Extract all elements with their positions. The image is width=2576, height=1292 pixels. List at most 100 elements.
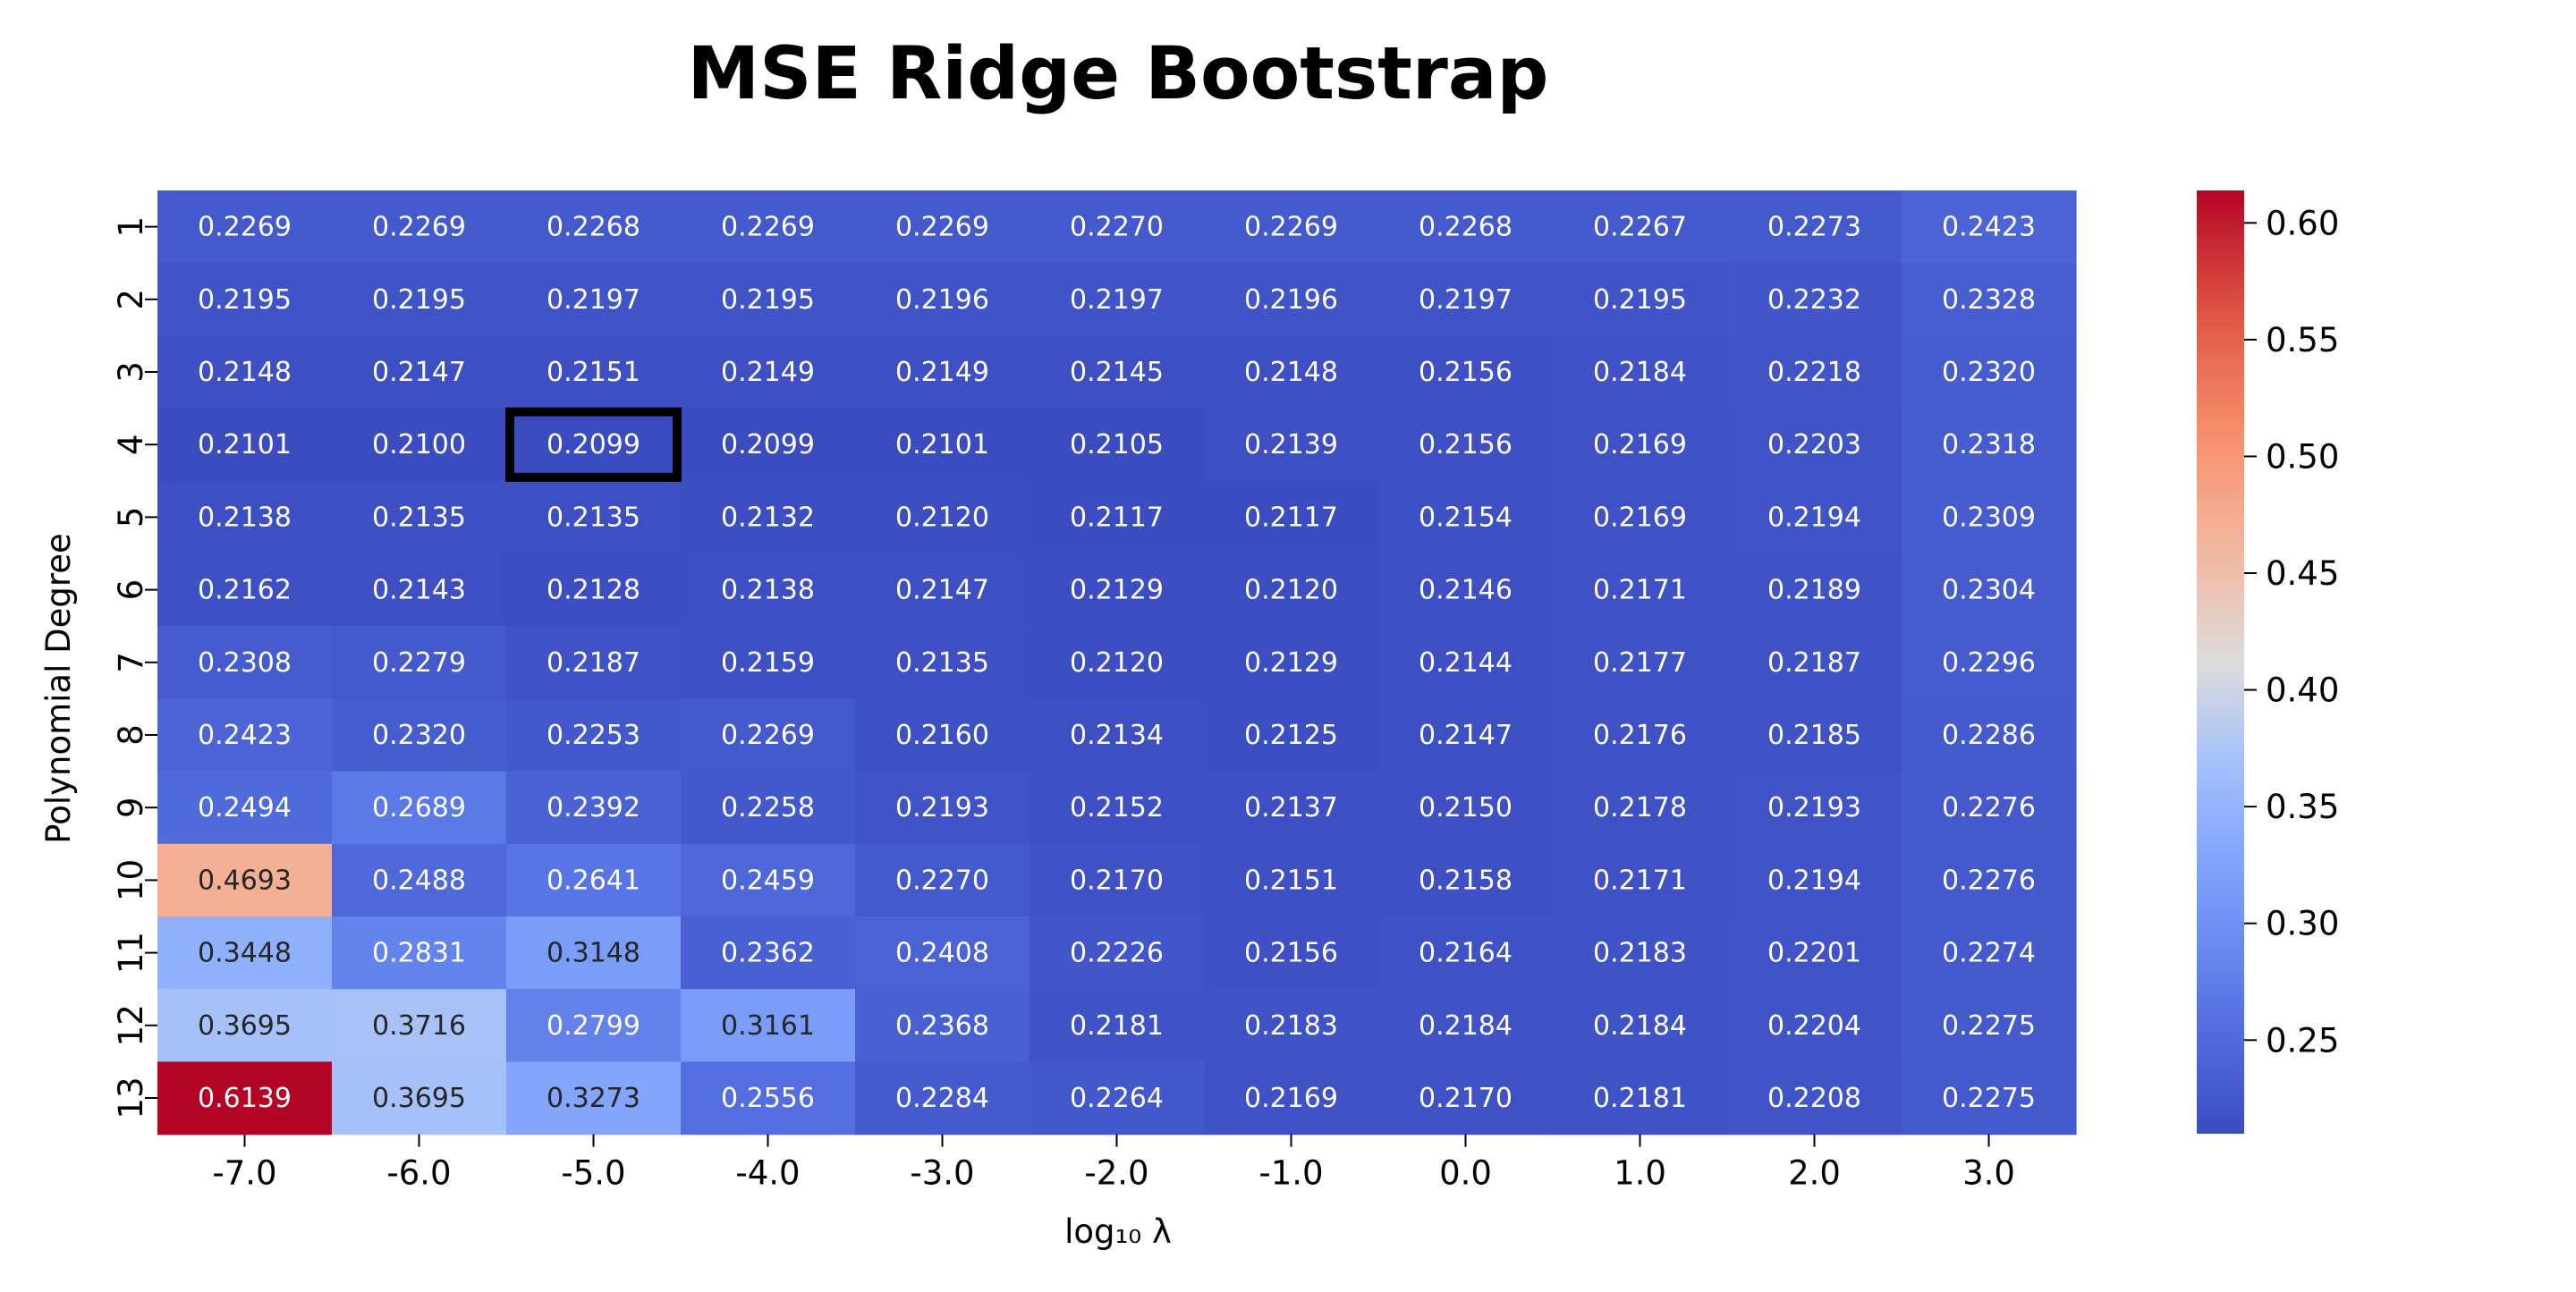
cell-value-label: 0.2183 — [1593, 938, 1687, 969]
heatmap-cell — [1378, 553, 1554, 627]
heatmap-cell — [157, 263, 333, 336]
heatmap-cell — [1902, 335, 2077, 410]
heatmap-cell — [1902, 698, 2077, 773]
heatmap-cell — [1553, 408, 1728, 482]
cell-value-label: 0.2158 — [1419, 865, 1513, 896]
heatmap-cell — [332, 989, 507, 1062]
cell-value-label: 0.2129 — [1244, 647, 1338, 679]
heatmap-cell — [157, 989, 333, 1062]
heatmap-cell — [1902, 916, 2077, 990]
cell-value-label: 0.2184 — [1593, 357, 1687, 388]
cell-value-label: 0.2275 — [1942, 1010, 2036, 1042]
heatmap-cell — [681, 263, 856, 336]
colorbar-tick-label: 0.55 — [2266, 321, 2339, 359]
cell-value-label: 0.2156 — [1244, 938, 1338, 969]
cell-value-label: 0.2184 — [1419, 1010, 1513, 1042]
heatmap-cell — [1030, 553, 1205, 627]
cell-value-label: 0.2276 — [1942, 792, 2036, 823]
heatmap-cell — [332, 771, 507, 845]
x-tick-label: -7.0 — [212, 1154, 276, 1193]
heatmap-cell — [506, 335, 682, 410]
heatmap-cell — [1727, 408, 1902, 482]
heatmap-cell — [855, 263, 1030, 336]
colorbar — [2197, 190, 2244, 1134]
heatmap-cell — [1727, 480, 1902, 554]
cell-value-label: 0.2148 — [1244, 357, 1338, 388]
cell-value-label: 0.2150 — [1419, 792, 1513, 823]
heatmap-cell — [332, 553, 507, 627]
heatmap-cell — [332, 626, 507, 699]
heatmap-cell — [157, 335, 333, 410]
heatmap-cell — [1204, 263, 1379, 336]
heatmap-cell — [1553, 843, 1728, 917]
y-tick-label: 6 — [112, 579, 150, 601]
heatmap-cell — [1204, 843, 1379, 917]
heatmap-cell — [681, 698, 856, 773]
colorbar-tick-label: 0.45 — [2266, 554, 2339, 593]
cell-value-label: 0.2275 — [1942, 1083, 2036, 1114]
heatmap-cell — [1727, 1061, 1902, 1136]
highlighted-cell-box — [505, 407, 682, 482]
cell-value-label: 0.2197 — [1419, 284, 1513, 316]
cell-value-label: 0.2147 — [1419, 720, 1513, 751]
cell-value-label: 0.2488 — [372, 865, 466, 896]
cell-value-label: 0.2269 — [721, 212, 815, 243]
cell-value-label: 0.2258 — [721, 792, 815, 823]
heatmap-cell — [1204, 1061, 1379, 1136]
heatmap-cell — [1727, 916, 1902, 990]
cell-value-label: 0.2144 — [1419, 647, 1513, 679]
heatmap-cell — [157, 916, 333, 990]
heatmap-cell — [506, 698, 682, 773]
y-tick-label: 1 — [112, 216, 150, 238]
cell-value-label: 0.3273 — [547, 1083, 640, 1114]
cell-value-label: 0.2169 — [1593, 429, 1687, 460]
cell-value-label: 0.2139 — [1244, 429, 1338, 460]
cell-value-label: 0.4693 — [198, 865, 292, 896]
cell-value-label: 0.2099 — [547, 429, 640, 460]
cell-value-label: 0.2138 — [198, 502, 292, 533]
heatmap-cell — [681, 843, 856, 917]
heatmap-cell — [1553, 771, 1728, 845]
cell-value-label: 0.2689 — [372, 792, 466, 823]
y-tick-label: 9 — [112, 797, 150, 818]
heatmap-cell — [506, 626, 682, 699]
heatmap-cell — [855, 626, 1030, 699]
cell-value-label: 0.2149 — [895, 357, 989, 388]
x-tick-label: 1.0 — [1614, 1154, 1666, 1193]
cell-value-label: 0.2195 — [1593, 284, 1687, 316]
cell-value-label: 0.2268 — [547, 212, 640, 243]
heatmap-cell — [855, 553, 1030, 627]
heatmap-cell — [1204, 626, 1379, 699]
heatmap-cell — [1727, 989, 1902, 1062]
heatmap-cell — [1204, 335, 1379, 410]
cell-value-label: 0.2147 — [895, 575, 989, 606]
cell-value-label: 0.2151 — [1244, 865, 1338, 896]
heatmap-cell — [1030, 771, 1205, 845]
cell-value-label: 0.2129 — [1070, 575, 1164, 606]
heatmap-cell — [855, 408, 1030, 482]
colorbar-tick-label: 0.60 — [2266, 204, 2339, 242]
heatmap-cell — [1030, 989, 1205, 1062]
heatmap-cell — [681, 553, 856, 627]
cell-value-label: 0.2320 — [372, 720, 466, 751]
cell-value-label: 0.2286 — [1942, 720, 2036, 751]
cell-value-label: 0.2171 — [1593, 575, 1687, 606]
y-tick-label: 2 — [112, 289, 150, 310]
heatmap-cell — [1030, 1061, 1205, 1136]
cell-value-label: 0.2226 — [1070, 938, 1164, 969]
colorbar-tick-label: 0.35 — [2266, 788, 2339, 826]
cell-value-label: 0.3161 — [721, 1010, 815, 1042]
cell-value-label: 0.2232 — [1767, 284, 1861, 316]
heatmap-cell — [332, 263, 507, 336]
cell-value-label: 0.2459 — [721, 865, 815, 896]
cell-value-label: 0.2362 — [721, 938, 815, 969]
cell-value-label: 0.2269 — [895, 212, 989, 243]
heatmap-cell — [1727, 553, 1902, 627]
heatmap-cell — [1204, 480, 1379, 554]
cell-value-label: 0.2187 — [547, 647, 640, 679]
heatmap-cell — [506, 480, 682, 554]
cell-value-label: 0.2197 — [1070, 284, 1164, 316]
cell-value-label: 0.2218 — [1767, 357, 1861, 388]
cell-value-label: 0.2284 — [895, 1083, 989, 1114]
cell-value-label: 0.2100 — [372, 429, 466, 460]
